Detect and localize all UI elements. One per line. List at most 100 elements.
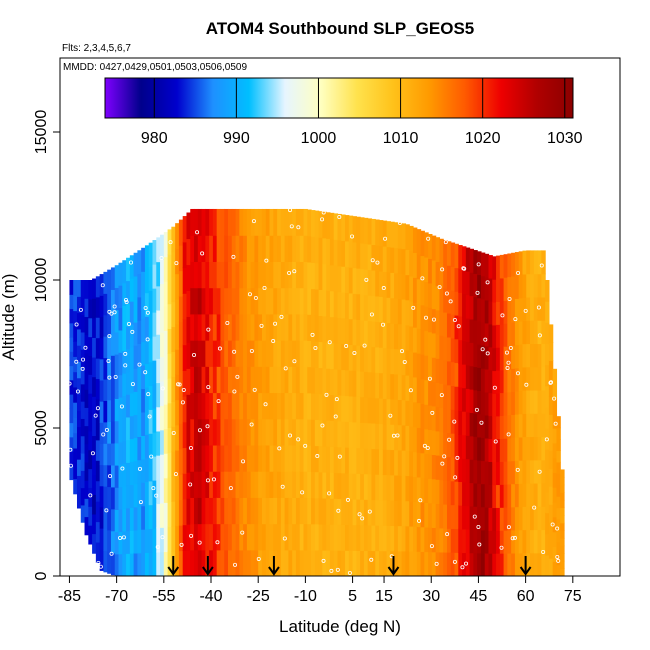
heatmap-cell — [254, 235, 259, 262]
heatmap-cell — [401, 399, 407, 426]
heatmap-cell — [84, 516, 89, 536]
heatmap-cell — [258, 523, 263, 551]
heatmap-cell — [469, 435, 474, 460]
heatmap-cell — [95, 358, 101, 380]
flight-arrows — [167, 556, 532, 576]
heatmap-cell — [329, 238, 335, 266]
heatmap-cell — [269, 497, 274, 525]
heatmap-cell — [156, 285, 161, 311]
heatmap-cell — [348, 498, 354, 526]
heatmap-cell — [488, 392, 493, 417]
heatmap-cell — [114, 265, 120, 288]
heatmap-cell — [496, 278, 501, 302]
heatmap-cell — [292, 471, 297, 498]
heatmap-cell — [171, 426, 176, 452]
heatmap-cell — [333, 342, 339, 370]
heatmap-cell — [552, 398, 558, 414]
heatmap-cell — [250, 497, 256, 525]
heatmap-cell — [424, 526, 429, 553]
heatmap-cell — [250, 235, 256, 262]
heatmap-cell — [363, 473, 369, 500]
x-tick-label: -55 — [152, 588, 175, 605]
heatmap-cell — [212, 261, 218, 289]
heatmap-cell — [439, 551, 444, 576]
heatmap-cell — [424, 379, 429, 405]
observation-point — [211, 477, 216, 482]
heatmap-cell — [511, 483, 516, 508]
heatmap-cell — [303, 261, 308, 289]
heatmap-cell — [156, 455, 161, 480]
heatmap-cell — [382, 296, 388, 323]
heatmap-cell — [254, 418, 259, 446]
heatmap-cell — [228, 418, 233, 446]
heatmap-cell — [194, 235, 199, 262]
heatmap-cell — [477, 529, 482, 554]
heatmap-cell — [431, 357, 437, 383]
heatmap-cell — [182, 396, 188, 423]
heatmap-cell — [126, 348, 131, 373]
heatmap-cell — [537, 413, 542, 438]
observation-point — [452, 419, 457, 424]
heatmap-cell — [246, 549, 252, 576]
heatmap-cell — [435, 285, 441, 311]
heatmap-cell — [99, 358, 105, 381]
observation-point — [109, 551, 114, 556]
heatmap-cell — [454, 267, 459, 292]
heatmap-cell — [265, 497, 271, 525]
observation-point — [232, 389, 237, 394]
observation-point — [456, 324, 461, 329]
heatmap-cell — [280, 340, 286, 367]
heatmap-cell — [322, 549, 327, 576]
observation-point — [506, 360, 511, 365]
heatmap-cell — [178, 270, 184, 297]
heatmap-cell — [446, 528, 452, 553]
heatmap-cell — [88, 506, 93, 526]
heatmap-cell — [178, 219, 184, 246]
observation-point — [462, 266, 467, 271]
heatmap-cell — [409, 475, 414, 502]
heatmap-cell — [277, 392, 282, 420]
heatmap-cell — [496, 461, 501, 486]
heatmap-cell — [220, 235, 225, 262]
heatmap-cell — [454, 243, 459, 269]
heatmap-cell — [258, 366, 263, 394]
heatmap-cell — [446, 480, 452, 505]
heatmap-cell — [480, 414, 486, 438]
heatmap-cell — [122, 282, 127, 306]
heatmap-cell — [518, 367, 524, 392]
heatmap-cell — [382, 245, 388, 272]
heatmap-cell — [99, 422, 105, 444]
heatmap-cell — [95, 296, 101, 318]
heatmap-cell — [114, 553, 120, 576]
heatmap-cell — [92, 415, 97, 437]
heatmap-cell — [175, 223, 180, 249]
heatmap-cell — [541, 273, 546, 298]
heatmap-cell — [137, 320, 142, 344]
heatmap-cell — [333, 498, 339, 525]
heatmap-cell — [84, 280, 89, 299]
heatmap-cell — [375, 219, 380, 246]
heatmap-cell — [160, 332, 165, 358]
heatmap-cell — [103, 293, 108, 316]
y-tick-label: 10000 — [33, 258, 50, 303]
observation-point — [200, 251, 205, 256]
observation-point — [189, 533, 194, 538]
heatmap-cell — [511, 437, 516, 462]
heatmap-cell — [496, 255, 501, 280]
heatmap-cell — [254, 366, 259, 394]
heatmap-cell — [114, 331, 120, 355]
heatmap-cell — [144, 363, 150, 388]
heatmap-cell — [303, 418, 308, 446]
heatmap-cell — [205, 497, 210, 525]
heatmap-cell — [99, 549, 105, 571]
heatmap-cell — [397, 273, 403, 300]
heatmap-cell — [496, 415, 501, 440]
heatmap-cell — [439, 527, 444, 553]
heatmap-cell — [367, 499, 373, 526]
heatmap-cell — [394, 247, 399, 274]
heatmap-cell — [190, 444, 195, 472]
heatmap-cell — [277, 313, 282, 341]
heatmap-cell — [122, 305, 127, 329]
heatmap-cell — [126, 530, 131, 554]
heatmap-cell — [556, 438, 561, 452]
